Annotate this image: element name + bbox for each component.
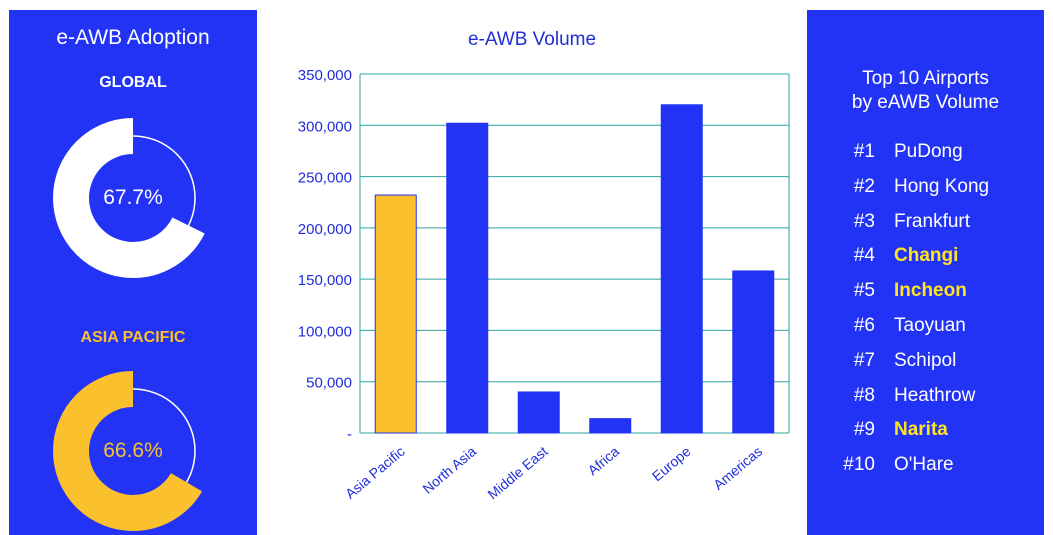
y-tick-label: 350,000 [298, 67, 352, 84]
y-tick-label: 50,000 [306, 375, 352, 392]
airport-rank: #9 [853, 419, 875, 441]
airport-rank: #6 [853, 314, 875, 336]
airport-name: Taoyuan [894, 314, 966, 336]
y-tick-label: 250,000 [298, 170, 352, 187]
x-tick-label: Asia Pacific [342, 443, 408, 502]
airport-list-item: #2 Hong Kong [807, 176, 1044, 211]
airport-name: O'Hare [894, 454, 954, 476]
airport-list-item: #9 Narita [807, 419, 1044, 454]
airport-rank: #10 [843, 454, 875, 476]
bar-africa [589, 418, 632, 434]
top-airports-title: Top 10 Airports by eAWB Volume [807, 67, 1044, 115]
airport-rank: #2 [853, 175, 875, 197]
airport-rank: #7 [853, 349, 875, 371]
volume-bar-chart: - 50,000 100,000 150,000 200,000 250,000 300,0… [298, 67, 790, 502]
airport-name: Hong Kong [894, 175, 990, 197]
airport-list-item: #10 O'Hare [807, 454, 1044, 489]
airport-list-item: #6 Taoyuan [807, 315, 1044, 350]
global-donut: 67.7% [53, 118, 213, 278]
airport-name: PuDong [894, 141, 963, 162]
adoption-panel: e-AWB Adoption GLOBAL 67.7% ASIA PACIFIC… [9, 10, 257, 535]
airport-list-item: #3 Frankfurt [807, 211, 1044, 246]
top-airports-panel: Top 10 Airports by eAWB Volume #1 PuDong #… [807, 10, 1044, 535]
top-airports-title-line2: by eAWB Volume [851, 92, 1000, 113]
global-percent: 67.7% [103, 186, 163, 209]
bar-middle-east [517, 391, 560, 434]
global-donut-arc [53, 118, 213, 278]
x-tick-label: Africa [584, 443, 622, 478]
x-tick-label: Middle East [484, 443, 550, 502]
x-tick-label: North Asia [419, 443, 479, 497]
x-tick-label: Americas [710, 443, 765, 493]
airport-rank: #1 [853, 141, 875, 162]
volume-chart-panel: e-AWB Volume - 50,000 100,000 150,000 200,00… [257, 10, 807, 535]
airport-name: Frankfurt [894, 210, 971, 232]
bar-europe [660, 104, 703, 434]
y-tick-label: 300,000 [298, 118, 352, 135]
asia-pacific-label: ASIA PACIFIC [80, 329, 186, 346]
y-tick-label: 200,000 [298, 221, 352, 238]
airport-rank: #5 [853, 280, 875, 302]
global-label: GLOBAL [99, 74, 167, 91]
adoption-title: e-AWB Adoption [56, 26, 210, 49]
airport-name: Changi [894, 245, 959, 267]
airport-rank: #8 [853, 384, 875, 406]
top-airports-title-line1: Top 10 Airports [862, 68, 989, 89]
asia-pacific-donut: 66.6% [53, 371, 213, 531]
y-tick-label: 150,000 [298, 272, 352, 289]
airport-rank: #3 [853, 210, 875, 232]
global-donut-ring [53, 118, 213, 278]
chart-title: e-AWB Volume [467, 29, 597, 50]
x-tick-label: Europe [649, 443, 694, 484]
airport-rank: #4 [853, 245, 875, 267]
airport-name: Heathrow [894, 384, 976, 406]
airport-list: #1 PuDong #2 Hong Kong #3 Frankfurt #4 Changi #5… [807, 141, 1044, 489]
bar-americas [732, 270, 775, 434]
airport-list-item: #4 Changi [807, 245, 1044, 280]
airport-list-item: #1 PuDong [807, 141, 1044, 176]
bar-north-asia [446, 122, 489, 434]
y-tick-label: 100,000 [298, 323, 352, 340]
airport-name: Incheon [894, 280, 967, 302]
bar-asia-pacific [374, 194, 417, 434]
airport-name: Narita [894, 419, 948, 441]
airport-list-item: #7 Schipol [807, 350, 1044, 385]
airport-name: Schipol [894, 349, 957, 371]
airport-list-item: #5 Incheon [807, 280, 1044, 315]
y-tick-label: - [347, 426, 352, 443]
airport-list-item: #8 Heathrow [807, 385, 1044, 420]
asia-pacific-donut-ring [53, 371, 213, 531]
asia-pacific-donut-arc [53, 371, 213, 531]
asia-pacific-percent: 66.6% [103, 439, 163, 462]
